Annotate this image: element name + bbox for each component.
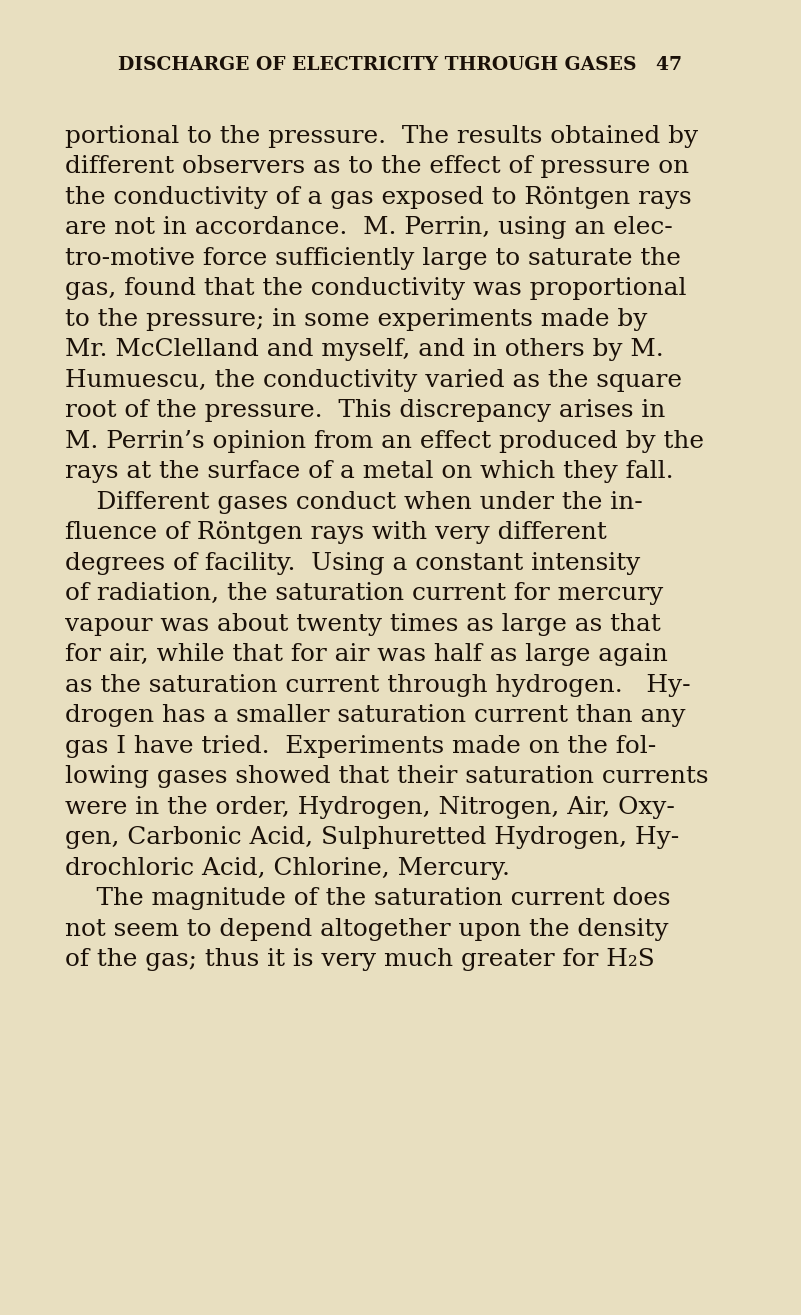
Text: not seem to depend altogether upon the density: not seem to depend altogether upon the d… <box>65 918 669 942</box>
Text: of radiation, the saturation current for mercury: of radiation, the saturation current for… <box>65 583 663 605</box>
Text: portional to the pressure.  The results obtained by: portional to the pressure. The results o… <box>65 125 698 147</box>
Text: were in the order, Hydrogen, Nitrogen, Air, Oxy-: were in the order, Hydrogen, Nitrogen, A… <box>65 796 675 819</box>
Text: for air, while that for air was half as large again: for air, while that for air was half as … <box>65 643 668 667</box>
Text: Mr. McClelland and myself, and in others by M.: Mr. McClelland and myself, and in others… <box>65 338 664 362</box>
Text: fluence of Röntgen rays with very different: fluence of Röntgen rays with very differ… <box>65 522 606 544</box>
Text: gas, found that the conductivity was proportional: gas, found that the conductivity was pro… <box>65 277 686 300</box>
Text: to the pressure; in some experiments made by: to the pressure; in some experiments mad… <box>65 308 647 331</box>
Text: tro-motive force sufficiently large to saturate the: tro-motive force sufficiently large to s… <box>65 247 681 270</box>
Text: rays at the surface of a metal on which they fall.: rays at the surface of a metal on which … <box>65 460 674 484</box>
Text: root of the pressure.  This discrepancy arises in: root of the pressure. This discrepancy a… <box>65 400 666 422</box>
Text: different observers as to the effect of pressure on: different observers as to the effect of … <box>65 155 689 179</box>
Text: degrees of facility.  Using a constant intensity: degrees of facility. Using a constant in… <box>65 552 640 575</box>
Text: drochloric Acid, Chlorine, Mercury.: drochloric Acid, Chlorine, Mercury. <box>65 857 510 880</box>
Text: as the saturation current through hydrogen.   Hy-: as the saturation current through hydrog… <box>65 673 690 697</box>
Text: drogen has a smaller saturation current than any: drogen has a smaller saturation current … <box>65 705 686 727</box>
Text: M. Perrin’s opinion from an effect produced by the: M. Perrin’s opinion from an effect produ… <box>65 430 704 452</box>
Text: DISCHARGE OF ELECTRICITY THROUGH GASES   47: DISCHARGE OF ELECTRICITY THROUGH GASES 4… <box>119 57 682 74</box>
Text: gen, Carbonic Acid, Sulphuretted Hydrogen, Hy-: gen, Carbonic Acid, Sulphuretted Hydroge… <box>65 826 679 849</box>
Text: vapour was about twenty times as large as that: vapour was about twenty times as large a… <box>65 613 661 636</box>
Text: the conductivity of a gas exposed to Röntgen rays: the conductivity of a gas exposed to Rön… <box>65 185 691 209</box>
Text: gas I have tried.  Experiments made on the fol-: gas I have tried. Experiments made on th… <box>65 735 656 757</box>
Text: Humuescu, the conductivity varied as the square: Humuescu, the conductivity varied as the… <box>65 370 682 392</box>
Text: of the gas; thus it is very much greater for H₂S: of the gas; thus it is very much greater… <box>65 948 654 972</box>
Text: Different gases conduct when under the in-: Different gases conduct when under the i… <box>65 490 642 514</box>
Text: The magnitude of the saturation current does: The magnitude of the saturation current … <box>65 888 670 910</box>
Text: are not in accordance.  M. Perrin, using an elec-: are not in accordance. M. Perrin, using … <box>65 217 673 239</box>
Text: lowing gases showed that their saturation currents: lowing gases showed that their saturatio… <box>65 765 709 789</box>
